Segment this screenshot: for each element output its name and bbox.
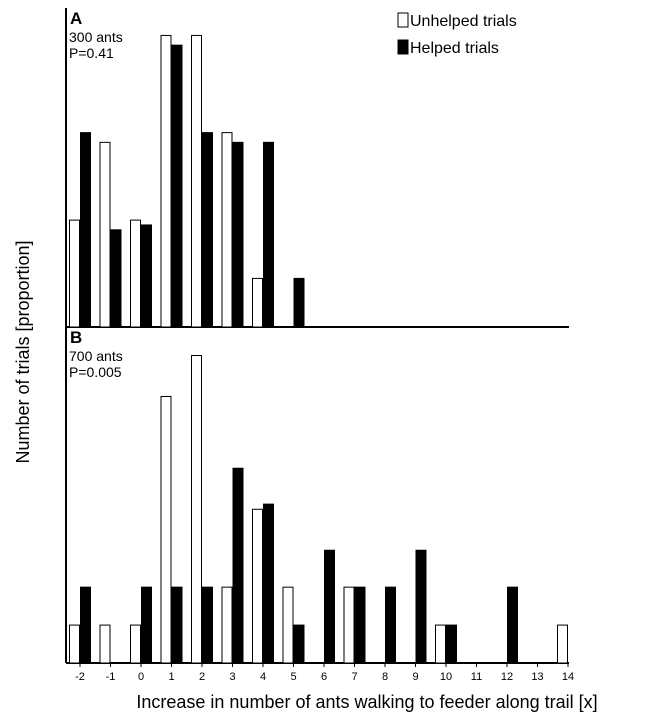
bar-unhelped [252, 277, 263, 328]
legend-swatch-helped [397, 39, 409, 55]
bar-helped [507, 586, 518, 664]
bar-helped [354, 586, 366, 664]
x-tick-label: -1 [106, 671, 116, 683]
bar-unhelped [282, 586, 294, 664]
bar-helped [232, 467, 244, 664]
bar-unhelped [191, 34, 202, 328]
bar-helped [263, 503, 274, 664]
panel-note-line: P=0.41 [69, 45, 114, 61]
legend-swatch-unhelped [397, 12, 409, 28]
bar-helped [80, 132, 91, 328]
x-tick-label: 0 [138, 671, 144, 683]
bar-helped [141, 224, 152, 328]
bar-unhelped [191, 355, 202, 664]
bar-helped [202, 586, 213, 664]
bar-helped [446, 624, 457, 664]
panel-note-line: 700 ants [69, 348, 123, 364]
x-tick-label: 11 [471, 671, 482, 683]
bar-helped [80, 586, 91, 664]
bar-helped [171, 44, 183, 328]
x-tick-label: 14 [562, 671, 574, 683]
bar-helped [171, 586, 183, 664]
bar-helped [415, 549, 427, 664]
bar-helped [263, 141, 274, 328]
legend: Unhelped trials Helped trials [397, 12, 517, 57]
bar-unhelped [130, 219, 141, 328]
bar-unhelped [99, 141, 111, 328]
bar-unhelped [252, 508, 263, 664]
panel-letter: A [70, 9, 82, 28]
x-tick-label: 9 [412, 671, 418, 683]
x-tick-label: 8 [382, 671, 388, 683]
x-tick-label: 5 [290, 671, 296, 683]
bar-helped [385, 586, 396, 664]
bar-helped [293, 277, 305, 328]
bar-helped [293, 624, 305, 664]
bar-unhelped [221, 132, 233, 328]
legend-label-helped: Helped trials [410, 40, 499, 57]
bar-unhelped [69, 219, 80, 328]
bar-unhelped [435, 624, 446, 664]
bar-unhelped [160, 396, 172, 664]
legend-label-unhelped: Unhelped trials [410, 13, 517, 30]
panel-note-line: 300 ants [69, 29, 123, 45]
x-tick-label: 1 [168, 671, 174, 683]
bar-unhelped [130, 624, 141, 664]
bar-unhelped [160, 34, 172, 328]
x-axis-title: Increase in number of ants walking to fe… [136, 692, 597, 712]
bar-helped [110, 229, 122, 328]
bar-unhelped [557, 624, 568, 664]
x-ticks-layer: -2 -1 0 1 2 3 4 5 6 7 8 9 10 11 12 13 14 [75, 663, 574, 683]
panel-letter: B [70, 328, 82, 347]
y-axis-title: Number of trials [proportion] [13, 240, 33, 463]
bar-unhelped [99, 624, 111, 664]
bar-helped [232, 141, 244, 328]
x-tick-label: 3 [229, 671, 235, 683]
x-tick-label: 10 [440, 671, 452, 683]
bar-helped [324, 549, 335, 664]
panel-note-line: P=0.005 [69, 364, 122, 380]
x-tick-label: 7 [351, 671, 357, 683]
x-tick-label: 4 [260, 671, 266, 683]
x-tick-label: 6 [321, 671, 327, 683]
x-tick-label: -2 [75, 671, 85, 683]
bar-unhelped [343, 586, 355, 664]
bar-unhelped [69, 624, 80, 664]
bar-helped [202, 132, 213, 328]
bar-unhelped [221, 586, 233, 664]
x-tick-label: 2 [199, 671, 205, 683]
x-tick-label: 13 [531, 671, 543, 683]
x-tick-label: 12 [501, 671, 513, 683]
bar-helped [141, 586, 152, 664]
